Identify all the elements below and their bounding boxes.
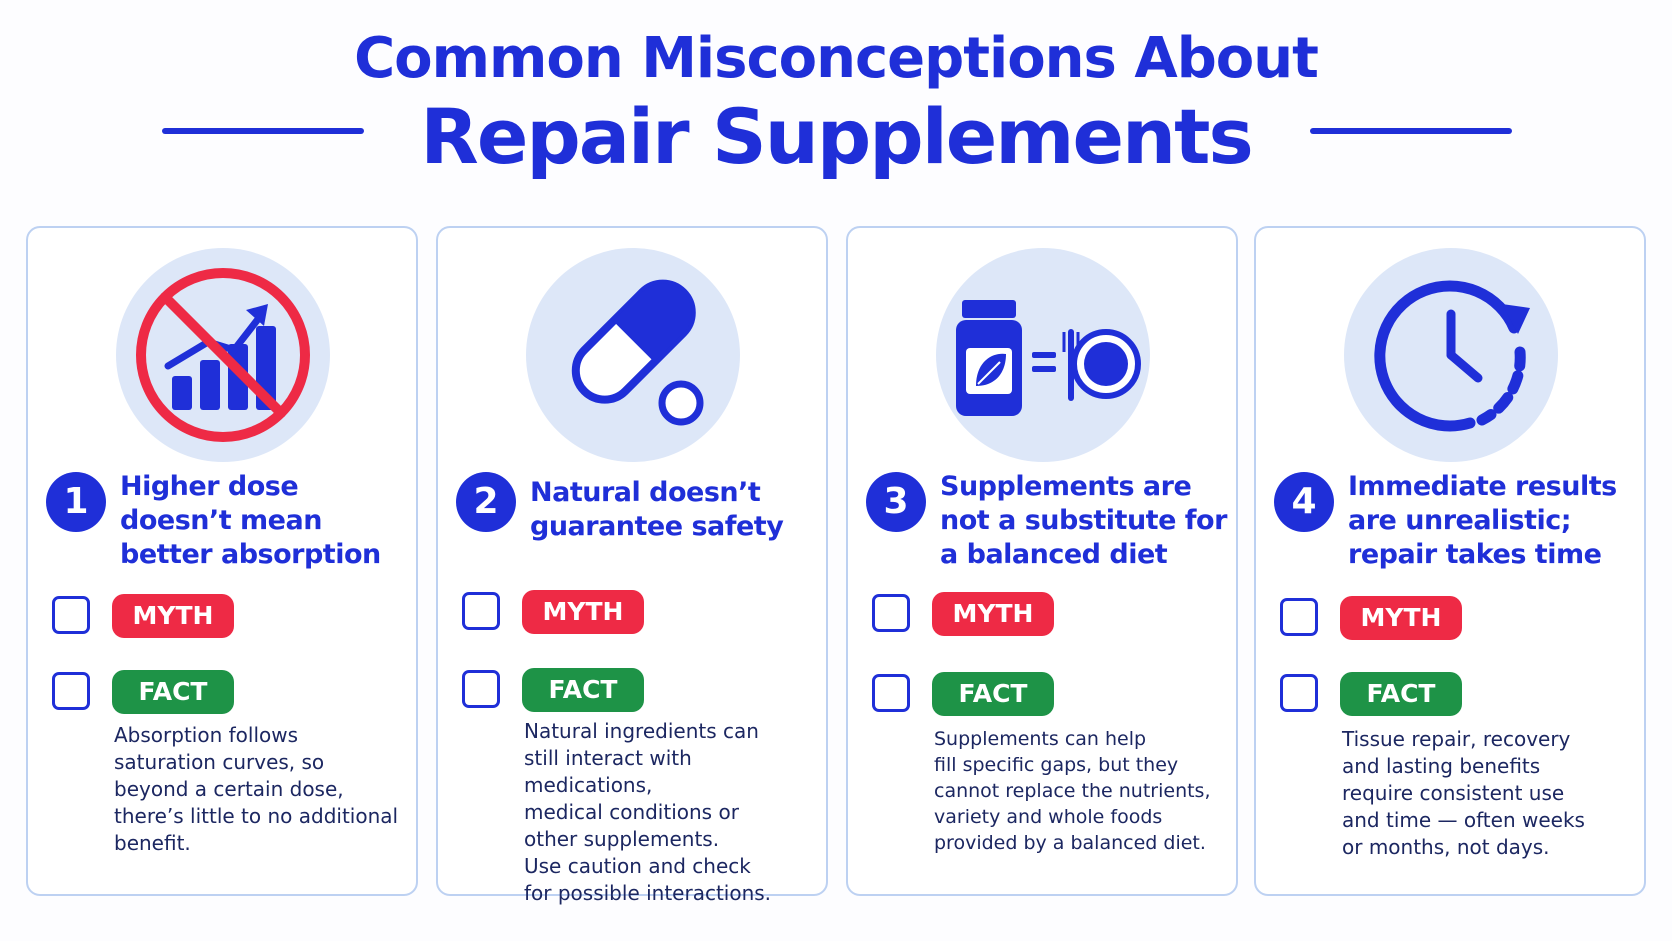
fact-label[interactable]: FACT xyxy=(932,672,1054,716)
page-title-line1: Common Misconceptions About xyxy=(354,26,1319,91)
card-explanation: Supplements can help fill specific gaps,… xyxy=(934,728,1211,854)
misconception-card-4: 4 Immediate results are unrealistic; rep… xyxy=(1254,226,1646,896)
fact-label[interactable]: FACT xyxy=(522,668,644,712)
card-heading: Immediate results are unrealistic; repai… xyxy=(1348,471,1617,570)
myth-label[interactable]: MYTH xyxy=(1340,596,1462,640)
card-number-badge: 1 xyxy=(46,472,106,532)
no-bar-chart-growth-icon xyxy=(116,248,330,462)
myth-checkbox[interactable] xyxy=(462,592,500,630)
card-heading: Natural doesn’t guarantee safety xyxy=(530,477,784,542)
card-number-badge: 2 xyxy=(456,472,516,532)
supplement-bottle-equals-plate-icon xyxy=(936,248,1150,462)
card-number-badge: 4 xyxy=(1274,472,1334,532)
card-number-badge: 3 xyxy=(866,472,926,532)
myth-label[interactable]: MYTH xyxy=(112,594,234,638)
misconception-card-1: 1 Higher dose doesn’t mean better absorp… xyxy=(26,226,418,896)
clock-time-icon xyxy=(1344,248,1558,462)
page-title-line2: Repair Supplements xyxy=(420,92,1253,181)
misconception-card-3: 3 Supplements are not a substitute for a… xyxy=(846,226,1238,896)
fact-checkbox[interactable] xyxy=(872,674,910,712)
myth-checkbox[interactable] xyxy=(1280,598,1318,636)
fact-checkbox[interactable] xyxy=(52,672,90,710)
title-divider-right xyxy=(1310,128,1512,134)
myth-label[interactable]: MYTH xyxy=(522,590,644,634)
fact-label[interactable]: FACT xyxy=(112,670,234,714)
card-heading: Higher dose doesn’t mean better absorpti… xyxy=(120,471,381,570)
fact-label[interactable]: FACT xyxy=(1340,672,1462,716)
misconception-card-2: 2 Natural doesn’t guarantee safety MYTH … xyxy=(436,226,828,905)
card-explanation: Absorption follows saturation curves, so… xyxy=(114,723,399,855)
myth-checkbox[interactable] xyxy=(52,596,90,634)
fact-checkbox[interactable] xyxy=(462,670,500,708)
myth-checkbox[interactable] xyxy=(872,594,910,632)
card-explanation: Tissue repair, recovery and lasting bene… xyxy=(1342,727,1585,859)
card-explanation: Natural ingredients can still interact w… xyxy=(524,719,772,905)
title-divider-left xyxy=(162,128,364,134)
fact-checkbox[interactable] xyxy=(1280,674,1318,712)
capsule-pill-icon xyxy=(526,248,740,462)
myth-label[interactable]: MYTH xyxy=(932,592,1054,636)
card-heading: Supplements are not a substitute for a b… xyxy=(940,471,1227,570)
